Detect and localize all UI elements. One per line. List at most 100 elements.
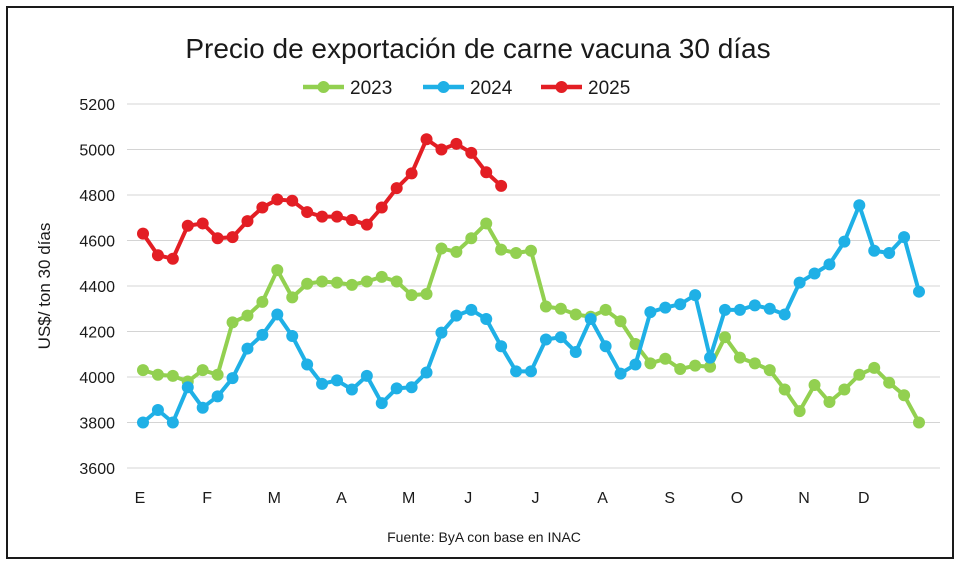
y-tick-label: 5000 (79, 143, 115, 160)
series-2023 (137, 217, 925, 429)
data-point-2025 (495, 179, 508, 192)
data-point-2023 (510, 247, 523, 260)
data-point-2024 (898, 231, 911, 244)
legend-label-2024: 2024 (470, 78, 513, 99)
data-point-2023 (838, 383, 851, 396)
y-tick-label: 4200 (79, 325, 115, 342)
x-tick-label: F (202, 490, 212, 507)
data-point-2023 (256, 295, 269, 308)
chart-title: Precio de exportación de carne vacuna 30… (185, 33, 770, 64)
data-point-2023 (435, 242, 448, 255)
data-point-2023 (659, 352, 672, 365)
x-tick-label: O (731, 490, 743, 507)
data-point-2024 (226, 372, 239, 385)
data-point-2023 (793, 405, 806, 418)
data-point-2024 (495, 340, 508, 353)
y-tick-label: 3600 (79, 461, 115, 478)
data-point-2025 (316, 210, 329, 223)
data-point-2023 (778, 383, 791, 396)
data-point-2023 (420, 287, 433, 300)
data-point-2024 (181, 381, 194, 394)
y-tick-label: 4600 (79, 234, 115, 251)
x-tick-label: A (336, 490, 347, 507)
data-point-2024 (316, 377, 329, 390)
data-point-2025 (345, 214, 358, 227)
data-point-2024 (137, 416, 149, 429)
x-tick-label: J (464, 490, 472, 507)
data-point-2025 (271, 193, 284, 206)
legend: 2023 2024 2025 (303, 78, 630, 99)
x-tick-label: N (798, 490, 810, 507)
data-point-2023 (271, 264, 284, 277)
x-tick-label: A (597, 490, 608, 507)
legend-item-2024: 2024 (423, 78, 513, 99)
legend-label-2023: 2023 (350, 78, 392, 99)
data-point-2024 (525, 365, 537, 378)
data-point-2023 (331, 276, 343, 289)
data-point-2024 (420, 366, 433, 379)
y-axis-ticks: 5200 5000 4800 4600 4400 4200 4000 3800 3600 (79, 97, 115, 478)
data-point-2023 (137, 364, 149, 377)
data-point-2025 (480, 166, 493, 179)
x-tick-label: M (268, 490, 281, 507)
data-point-2024 (510, 365, 523, 378)
data-point-2024 (659, 301, 672, 314)
x-tick-label: J (531, 490, 539, 507)
data-point-2023 (495, 243, 508, 256)
data-point-2024 (883, 247, 896, 260)
data-point-2024 (853, 199, 866, 212)
data-point-2024 (868, 244, 881, 257)
data-point-2024 (554, 331, 567, 344)
data-point-2024 (166, 416, 179, 429)
data-point-2024 (539, 333, 552, 346)
data-point-2024 (480, 312, 493, 325)
data-point-2023 (674, 363, 687, 376)
data-point-2025 (181, 219, 194, 232)
data-point-2023 (883, 376, 896, 389)
data-point-2024 (689, 289, 702, 302)
data-point-2024 (256, 328, 269, 341)
data-point-2023 (704, 360, 717, 373)
y-tick-label: 4400 (79, 279, 115, 296)
data-point-2024 (211, 390, 224, 403)
data-point-2024 (808, 267, 821, 280)
gridlines (127, 103, 940, 469)
data-point-2024 (360, 369, 373, 382)
data-point-2024 (614, 367, 627, 380)
data-point-2023 (360, 275, 373, 288)
data-point-2023 (644, 357, 657, 370)
legend-item-2025: 2025 (541, 78, 630, 99)
data-point-2025 (211, 232, 224, 245)
series-2025 (137, 133, 508, 265)
y-tick-label: 4000 (79, 370, 115, 387)
data-point-2024 (838, 235, 851, 248)
data-point-2023 (345, 278, 358, 291)
data-point-2023 (405, 289, 418, 302)
data-point-2024 (599, 340, 612, 353)
data-point-2024 (331, 374, 343, 387)
data-point-2023 (689, 359, 702, 372)
data-point-2024 (286, 330, 299, 343)
x-tick-label: E (135, 490, 146, 507)
data-point-2024 (405, 381, 418, 394)
y-tick-label: 4800 (79, 188, 115, 205)
data-point-2023 (450, 245, 463, 258)
data-point-2024 (196, 401, 209, 414)
y-tick-label: 5200 (79, 97, 115, 114)
data-point-2024 (390, 382, 403, 395)
data-point-2023 (554, 302, 567, 315)
data-point-2024 (733, 303, 746, 316)
data-point-2023 (898, 389, 911, 402)
legend-item-2023: 2023 (303, 78, 392, 99)
data-point-2023 (719, 331, 731, 344)
data-point-2024 (345, 383, 358, 396)
data-point-2025 (420, 133, 433, 146)
data-point-2024 (375, 397, 388, 410)
data-point-2023 (823, 396, 836, 409)
legend-marker-2023 (317, 81, 330, 93)
data-point-2023 (375, 270, 388, 283)
data-point-2025 (465, 146, 478, 159)
data-point-2024 (644, 306, 657, 319)
data-point-2023 (316, 275, 329, 288)
